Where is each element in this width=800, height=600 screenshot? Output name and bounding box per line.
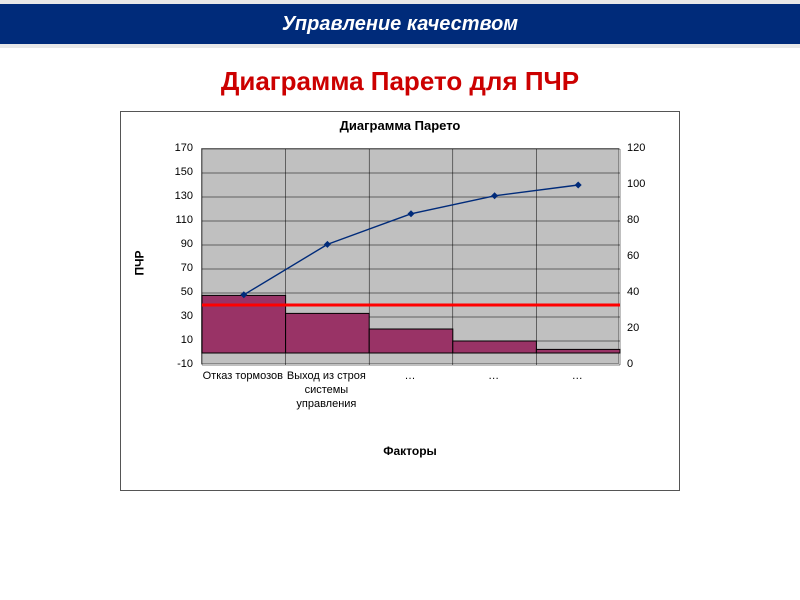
x-axis-title: Факторы xyxy=(201,444,619,458)
line-marker xyxy=(324,241,331,248)
y1-tick: 170 xyxy=(175,142,193,154)
bar xyxy=(453,341,537,353)
main-title-text: Диаграмма Парето для ПЧР xyxy=(221,66,579,96)
y2-tick: 20 xyxy=(627,322,639,334)
y2-tick: 60 xyxy=(627,250,639,262)
x-category: Выход из строя системы управления xyxy=(285,370,369,411)
x-category: … xyxy=(452,370,536,384)
y2-tick: 120 xyxy=(627,142,645,154)
chart-title: Диаграмма Парето xyxy=(121,118,679,133)
pareto-chart: Диаграмма Парето -10 10 30 50 70 90 110 130 150 1… xyxy=(120,111,680,491)
y1-tick: 130 xyxy=(175,190,193,202)
y1-tick: 150 xyxy=(175,166,193,178)
y1-tick: 50 xyxy=(181,286,193,298)
cumulative-line xyxy=(244,185,578,295)
x-category: … xyxy=(535,370,619,384)
y1-tick: 70 xyxy=(181,262,193,274)
y1-tick: -10 xyxy=(177,358,193,370)
line-marker xyxy=(408,210,415,217)
y2-tick: 80 xyxy=(627,214,639,226)
bar xyxy=(286,313,370,353)
line-marker xyxy=(491,192,498,199)
y1-tick: 30 xyxy=(181,310,193,322)
y1-tick: 10 xyxy=(181,334,193,346)
bar xyxy=(536,349,620,353)
main-title: Диаграмма Парето для ПЧР xyxy=(0,66,800,97)
y-axis-title: ПЧР xyxy=(133,250,147,275)
bar xyxy=(369,329,453,353)
line-marker xyxy=(575,182,582,189)
y2-tick: 100 xyxy=(627,178,645,190)
plot-area xyxy=(201,148,619,364)
y2-tick: 40 xyxy=(627,286,639,298)
header-title: Управление качеством xyxy=(282,13,518,36)
plot-svg xyxy=(202,149,620,365)
header-band: Управление качеством xyxy=(0,0,800,48)
y1-tick: 110 xyxy=(175,214,193,226)
x-category: Отказ тормозов xyxy=(201,370,285,384)
y2-tick: 0 xyxy=(627,358,633,370)
y1-tick: 90 xyxy=(181,238,193,250)
x-category: … xyxy=(368,370,452,384)
